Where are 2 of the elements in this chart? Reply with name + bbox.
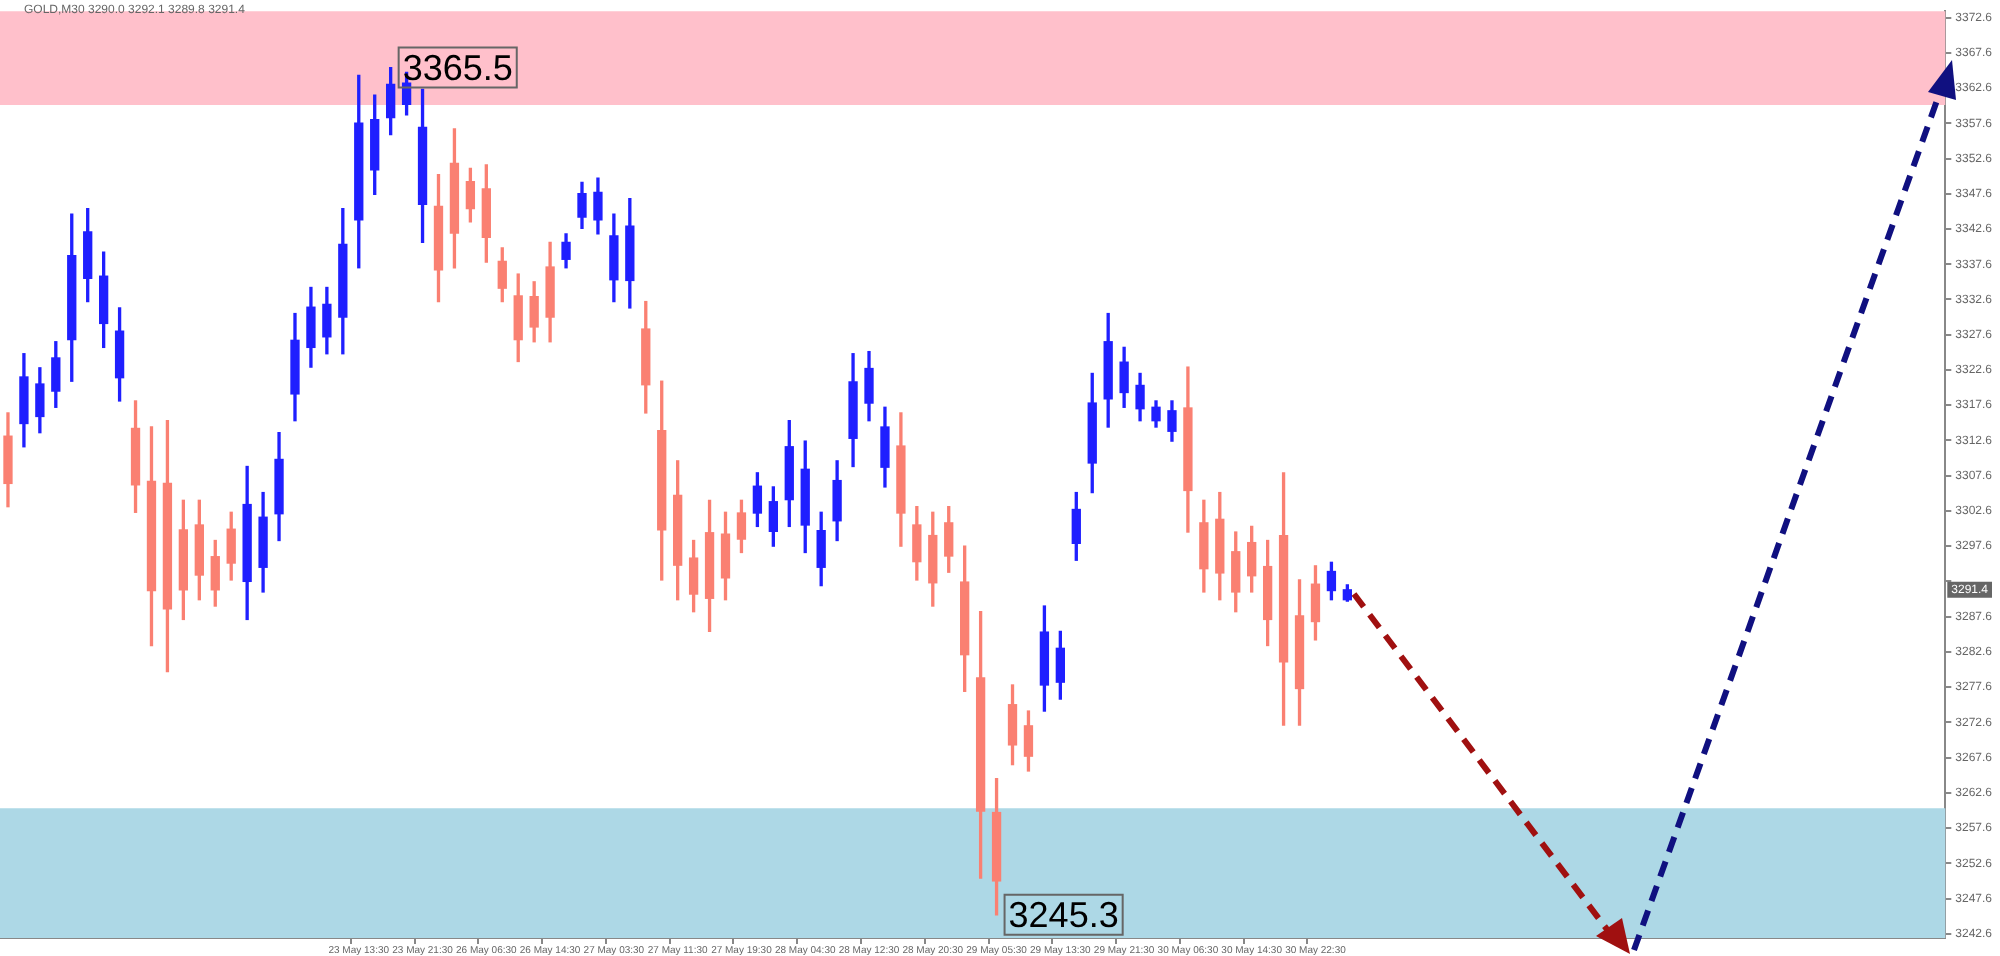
annotation: 3245.3 <box>1008 894 1119 935</box>
annotation: 3365.5 <box>402 47 513 88</box>
